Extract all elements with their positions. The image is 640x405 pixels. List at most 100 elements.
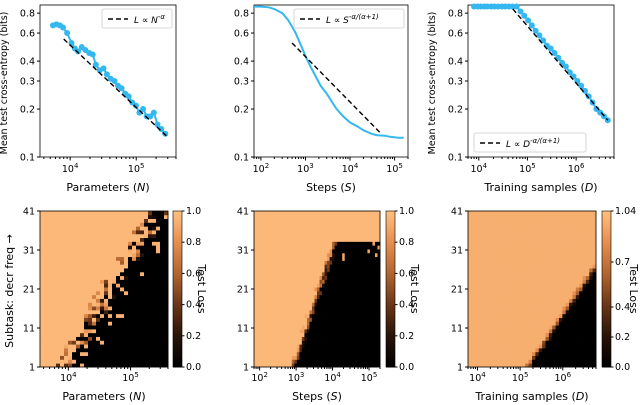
heatmap-cell — [286, 321, 290, 326]
heatmap-cell — [56, 260, 61, 265]
heatmap-cell — [152, 233, 157, 239]
heatmap-cell — [254, 309, 257, 315]
heatmap-cell — [372, 325, 376, 330]
heatmap-cell — [309, 340, 313, 345]
heatmap-cell — [357, 241, 361, 246]
heatmap-cell — [144, 328, 149, 334]
heatmap-cell — [284, 328, 288, 334]
heatmap-cell — [525, 355, 530, 360]
heatmap-cell — [104, 351, 109, 356]
heatmap-cell — [359, 287, 363, 292]
heatmap-cell — [349, 279, 353, 284]
heatmap-cell — [281, 283, 285, 288]
heatmap-cell — [294, 306, 298, 311]
heatmap-cell — [52, 252, 57, 258]
heatmap-cell — [164, 344, 169, 349]
heatmap-cell — [332, 245, 336, 250]
heatmap-cell — [261, 294, 265, 299]
heatmap-cell — [314, 332, 318, 337]
heatmap-cell — [304, 309, 308, 315]
heatmap-cell — [104, 214, 109, 219]
heatmap-cell — [569, 317, 573, 322]
heatmap-cell — [491, 264, 496, 269]
heatmap-cell — [96, 328, 101, 334]
heatmap-cell — [60, 344, 65, 349]
heatmap-cell — [468, 321, 472, 326]
heatmap-cell — [481, 328, 486, 334]
heatmap-cell — [44, 351, 49, 356]
heatmap-cell — [508, 264, 513, 269]
heatmap-cell — [468, 351, 472, 356]
heatmap-cell — [44, 283, 49, 288]
heatmap-cell — [88, 302, 93, 307]
heatmap-cell — [108, 241, 113, 246]
heatmap-cell — [261, 260, 265, 265]
heatmap-cell — [152, 306, 157, 311]
heatmap-cell — [548, 275, 553, 280]
heatmap-cell — [88, 351, 93, 356]
heatmap-cell — [84, 294, 89, 299]
heatmap-cell — [116, 233, 121, 239]
heatmap-cell — [319, 275, 323, 280]
heatmap-cell — [582, 294, 587, 299]
heatmap-cell — [471, 336, 476, 341]
heatmap-cell — [124, 237, 129, 242]
heatmap-cell — [301, 226, 305, 231]
heatmap-cell — [156, 230, 161, 235]
heatmap-cell — [104, 328, 109, 334]
heatmap-cell — [148, 233, 153, 239]
heatmap-cell — [48, 211, 53, 216]
heatmap-cell — [261, 283, 265, 288]
heatmap-cell — [271, 264, 275, 269]
heatmap-cell — [286, 211, 290, 216]
heatmap-cell — [264, 233, 267, 239]
heatmap-cell — [40, 340, 45, 345]
heatmap-cell — [521, 332, 526, 337]
heatmap-cell — [478, 306, 482, 311]
heatmap-cell — [562, 268, 567, 273]
heatmap-cell — [565, 359, 570, 364]
heatmap-cell — [284, 218, 288, 223]
heatmap-cell — [124, 332, 129, 337]
heatmap-cell — [585, 344, 590, 349]
heatmap-cell — [324, 332, 328, 337]
heatmap-cell — [521, 340, 526, 345]
colorbar-segment — [173, 341, 182, 345]
colorbar-segment — [173, 359, 182, 363]
heatmap-cell — [347, 233, 351, 239]
heatmap-cell — [80, 214, 85, 219]
heatmap-cell — [104, 294, 109, 299]
heatmap-cell — [136, 332, 141, 337]
heatmap-cell — [342, 328, 346, 334]
heatmap-cell — [484, 328, 489, 334]
heatmap-cell — [518, 249, 523, 254]
heatmap-cell — [76, 336, 81, 341]
heatmap-cell — [488, 332, 492, 337]
heatmap-cell — [124, 252, 129, 258]
heatmap-cell — [271, 249, 275, 254]
heatmap-cell — [269, 321, 273, 326]
heatmap-cell — [269, 271, 273, 277]
heatmap-cell — [296, 268, 300, 273]
heatmap-cell — [276, 290, 280, 296]
heatmap-cell — [555, 325, 560, 330]
heatmap-cell — [294, 351, 298, 356]
heatmap-cell — [498, 287, 503, 292]
heatmap-cell — [64, 347, 69, 353]
heatmap-cell — [319, 298, 323, 303]
heatmap-cell — [314, 214, 318, 219]
heatmap-cell — [84, 218, 89, 223]
heatmap-cell — [309, 309, 313, 315]
heatmap-cell — [60, 256, 65, 261]
heatmap-cell — [144, 275, 149, 280]
heatmap-cell — [569, 283, 573, 288]
heatmap-cell — [374, 271, 378, 277]
heatmap-cell — [88, 325, 93, 330]
heatmap-cell — [369, 317, 373, 322]
heatmap-cell — [148, 359, 153, 364]
heatmap-cell — [261, 230, 265, 235]
heatmap-cell — [108, 256, 113, 261]
heatmap-cell — [367, 313, 371, 318]
heatmap-cell — [306, 321, 310, 326]
heatmap-cell — [148, 332, 153, 337]
